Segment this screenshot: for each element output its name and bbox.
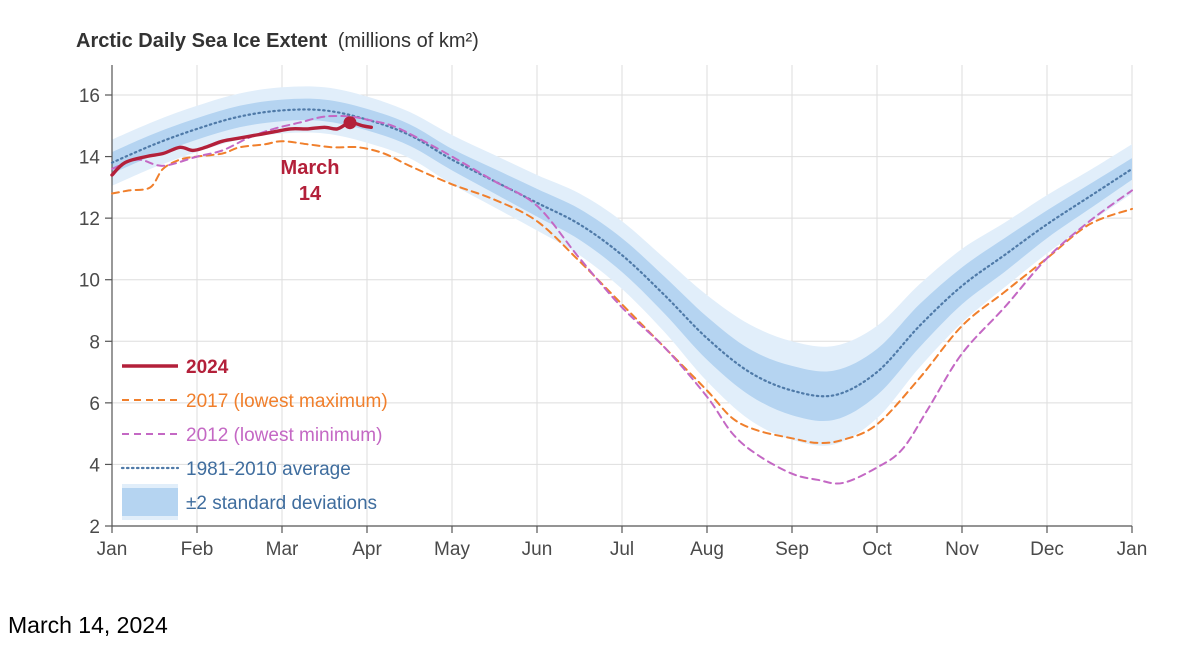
std-band xyxy=(112,86,1132,446)
annotation-line2: 14 xyxy=(299,183,322,205)
x-tick-label: Jan xyxy=(97,539,128,560)
chart-title: Arctic Daily Sea Ice Extent xyxy=(76,30,328,52)
annotation: March 14 xyxy=(281,116,357,205)
x-tick-label: Apr xyxy=(352,539,382,560)
x-tick-label: May xyxy=(434,539,470,560)
y-tick-label: 8 xyxy=(89,332,100,353)
x-tick-label: Dec xyxy=(1030,539,1064,560)
legend-item: ±2 standard deviations xyxy=(122,484,377,520)
series-line-2017 xyxy=(111,140,1133,444)
y-tick-label: 6 xyxy=(89,394,100,415)
x-tick-label: Feb xyxy=(181,539,214,560)
x-tick-label: Aug xyxy=(690,539,724,560)
series-line-2024 xyxy=(110,120,373,177)
legend-label: ±2 standard deviations xyxy=(186,493,377,514)
image-caption: March 14, 2024 xyxy=(8,612,168,638)
y-tick-label: 10 xyxy=(79,271,100,292)
x-tick-label: Sep xyxy=(775,539,809,560)
chart-title-text: Arctic Daily Sea Ice Extent (millions of… xyxy=(76,30,479,52)
y-tick-label: 2 xyxy=(89,517,100,538)
annotation-line1: March xyxy=(281,157,340,179)
x-tick-label: Jul xyxy=(610,539,634,560)
x-tick-label: Mar xyxy=(266,539,299,560)
legend-swatch-band-inner xyxy=(122,488,178,516)
legend-item: 2024 xyxy=(122,357,229,378)
y-tick-label: 14 xyxy=(79,148,101,169)
legend-label: 2017 (lowest maximum) xyxy=(186,391,388,412)
legend-swatch-band-outer xyxy=(122,484,178,488)
legend-item: 1981-2010 average xyxy=(120,459,351,480)
sea-ice-chart: Arctic Daily Sea Ice Extent (millions of… xyxy=(76,30,1147,560)
march-14-marker xyxy=(343,116,357,130)
series-line-average xyxy=(110,108,1134,398)
x-tick-label: Nov xyxy=(945,539,979,560)
legend-swatch-band-outer xyxy=(122,516,178,520)
legend-item: 2012 (lowest minimum) xyxy=(122,425,382,446)
series-line-2012 xyxy=(111,114,1133,485)
y-tick-label: 4 xyxy=(89,455,100,476)
legend: 2024 2017 (lowest maximum) 2012 (lowest mi… xyxy=(120,357,388,520)
x-tick-label: Jun xyxy=(522,539,553,560)
std-band-inner xyxy=(112,98,1132,422)
series-lines xyxy=(110,108,1134,485)
legend-item: 2017 (lowest maximum) xyxy=(122,391,388,412)
legend-label: 2012 (lowest minimum) xyxy=(186,425,382,446)
chart-title-units: (millions of km²) xyxy=(338,30,479,52)
y-tick-label: 16 xyxy=(79,86,100,107)
legend-label: 2024 xyxy=(186,357,229,378)
axes: 2 4 6 8 10 12 14 16 Jan Feb Mar Apr May Jun Jul Aug Sep O… xyxy=(79,65,1147,560)
y-tick-label: 12 xyxy=(79,209,100,230)
x-tick-label: Jan xyxy=(1117,539,1148,560)
legend-label: 1981-2010 average xyxy=(186,459,351,480)
x-tick-label: Oct xyxy=(862,539,892,560)
